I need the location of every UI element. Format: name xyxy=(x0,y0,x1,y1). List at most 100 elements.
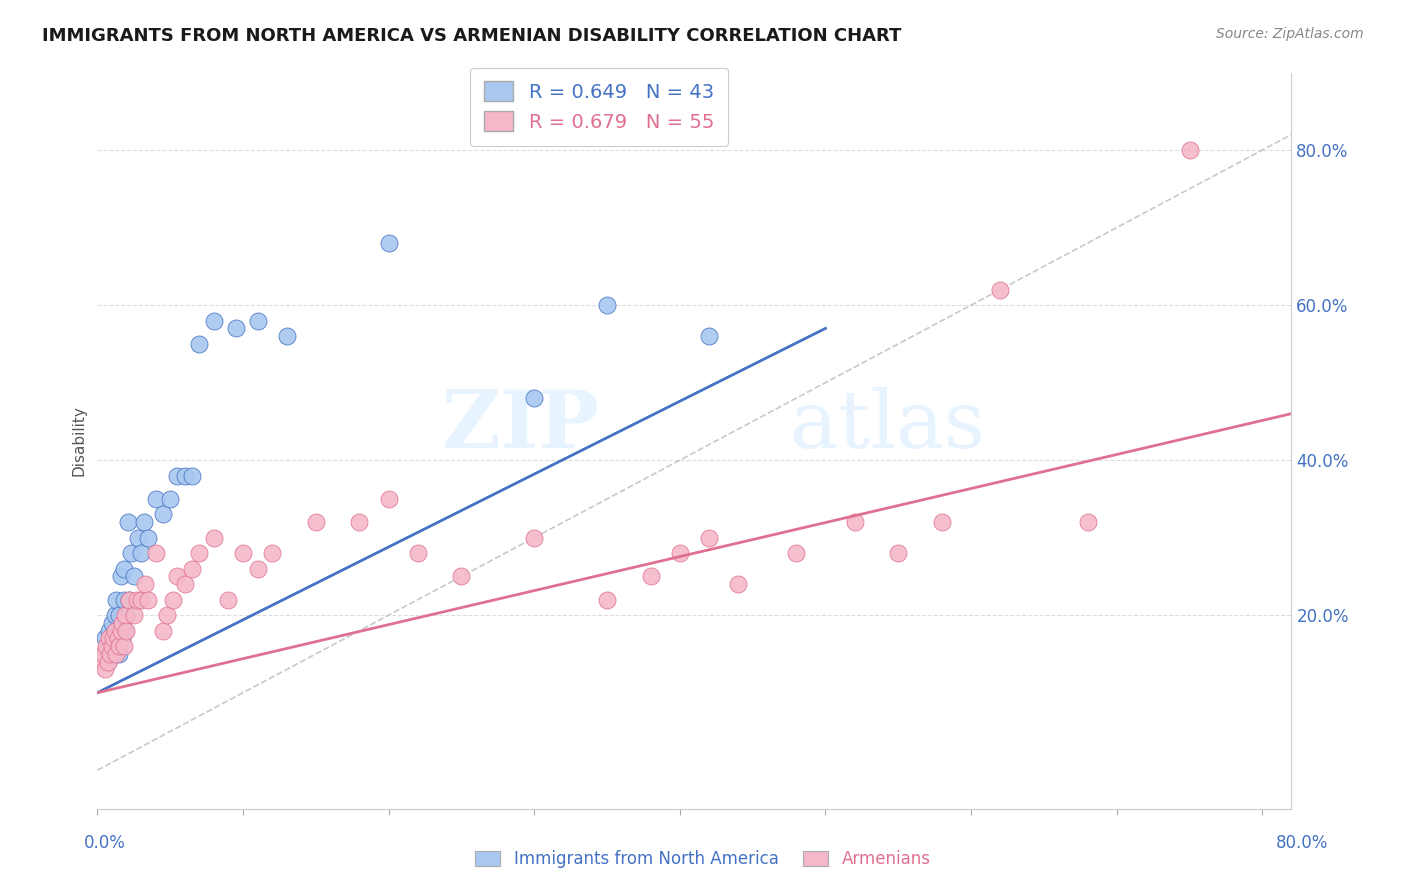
Point xyxy=(188,336,211,351)
Point xyxy=(202,531,225,545)
Point xyxy=(145,491,167,506)
Point xyxy=(105,624,128,638)
Point xyxy=(91,647,114,661)
Point xyxy=(181,562,204,576)
Point xyxy=(122,569,145,583)
Point xyxy=(110,569,132,583)
Point xyxy=(93,632,115,646)
Point xyxy=(785,546,807,560)
Point xyxy=(94,639,117,653)
Point xyxy=(107,632,129,646)
Point xyxy=(100,647,122,661)
Text: IMMIGRANTS FROM NORTH AMERICA VS ARMENIAN DISABILITY CORRELATION CHART: IMMIGRANTS FROM NORTH AMERICA VS ARMENIA… xyxy=(42,27,901,45)
Point xyxy=(104,647,127,661)
Point xyxy=(105,647,128,661)
Point xyxy=(103,632,125,646)
Legend: Immigrants from North America, Armenians: Immigrants from North America, Armenians xyxy=(468,844,938,875)
Point xyxy=(114,608,136,623)
Point xyxy=(181,468,204,483)
Point xyxy=(122,608,145,623)
Point xyxy=(136,531,159,545)
Y-axis label: Disability: Disability xyxy=(72,405,86,476)
Point xyxy=(132,515,155,529)
Point xyxy=(115,624,138,638)
Point xyxy=(217,592,239,607)
Point xyxy=(156,608,179,623)
Point xyxy=(117,515,139,529)
Point xyxy=(127,531,149,545)
Point xyxy=(246,313,269,327)
Point xyxy=(166,468,188,483)
Point xyxy=(887,546,910,560)
Point xyxy=(96,655,118,669)
Point xyxy=(104,608,127,623)
Point xyxy=(105,592,128,607)
Point xyxy=(406,546,429,560)
Text: 0.0%: 0.0% xyxy=(84,834,127,852)
Point xyxy=(305,515,328,529)
Point xyxy=(108,639,131,653)
Point xyxy=(246,562,269,576)
Point xyxy=(90,655,112,669)
Point xyxy=(104,624,127,638)
Point xyxy=(232,546,254,560)
Point xyxy=(166,569,188,583)
Point xyxy=(120,546,142,560)
Point xyxy=(640,569,662,583)
Point xyxy=(931,515,953,529)
Point xyxy=(669,546,692,560)
Point xyxy=(115,608,138,623)
Point xyxy=(101,639,124,653)
Point xyxy=(523,531,546,545)
Point xyxy=(697,329,720,343)
Point xyxy=(111,615,134,630)
Text: atlas: atlas xyxy=(790,387,986,465)
Point xyxy=(162,592,184,607)
Point xyxy=(159,491,181,506)
Point xyxy=(225,321,247,335)
Legend: R = 0.649   N = 43, R = 0.679   N = 55: R = 0.649 N = 43, R = 0.679 N = 55 xyxy=(470,68,727,145)
Text: 80.0%: 80.0% xyxy=(1277,834,1329,852)
Point xyxy=(188,546,211,560)
Point xyxy=(1077,515,1099,529)
Point xyxy=(173,577,195,591)
Point xyxy=(152,624,174,638)
Point xyxy=(173,468,195,483)
Point xyxy=(111,632,134,646)
Point xyxy=(112,639,135,653)
Point xyxy=(93,663,115,677)
Point xyxy=(134,577,156,591)
Point xyxy=(596,592,619,607)
Point xyxy=(103,632,125,646)
Point xyxy=(450,569,472,583)
Point xyxy=(125,592,148,607)
Point xyxy=(129,546,152,560)
Point xyxy=(844,515,866,529)
Point xyxy=(108,647,131,661)
Point xyxy=(118,592,141,607)
Point xyxy=(596,298,619,312)
Point xyxy=(100,639,122,653)
Point xyxy=(152,508,174,522)
Point xyxy=(108,608,131,623)
Point xyxy=(276,329,298,343)
Point xyxy=(118,592,141,607)
Point xyxy=(101,615,124,630)
Point xyxy=(112,592,135,607)
Point xyxy=(101,639,124,653)
Point xyxy=(110,624,132,638)
Point xyxy=(145,546,167,560)
Point xyxy=(377,236,399,251)
Point xyxy=(98,632,121,646)
Point xyxy=(114,624,136,638)
Text: ZIP: ZIP xyxy=(441,387,599,465)
Point xyxy=(98,624,121,638)
Point xyxy=(136,592,159,607)
Point xyxy=(262,546,284,560)
Point xyxy=(96,655,118,669)
Point xyxy=(377,491,399,506)
Point xyxy=(112,562,135,576)
Point xyxy=(1178,143,1201,157)
Point xyxy=(202,313,225,327)
Point xyxy=(93,647,115,661)
